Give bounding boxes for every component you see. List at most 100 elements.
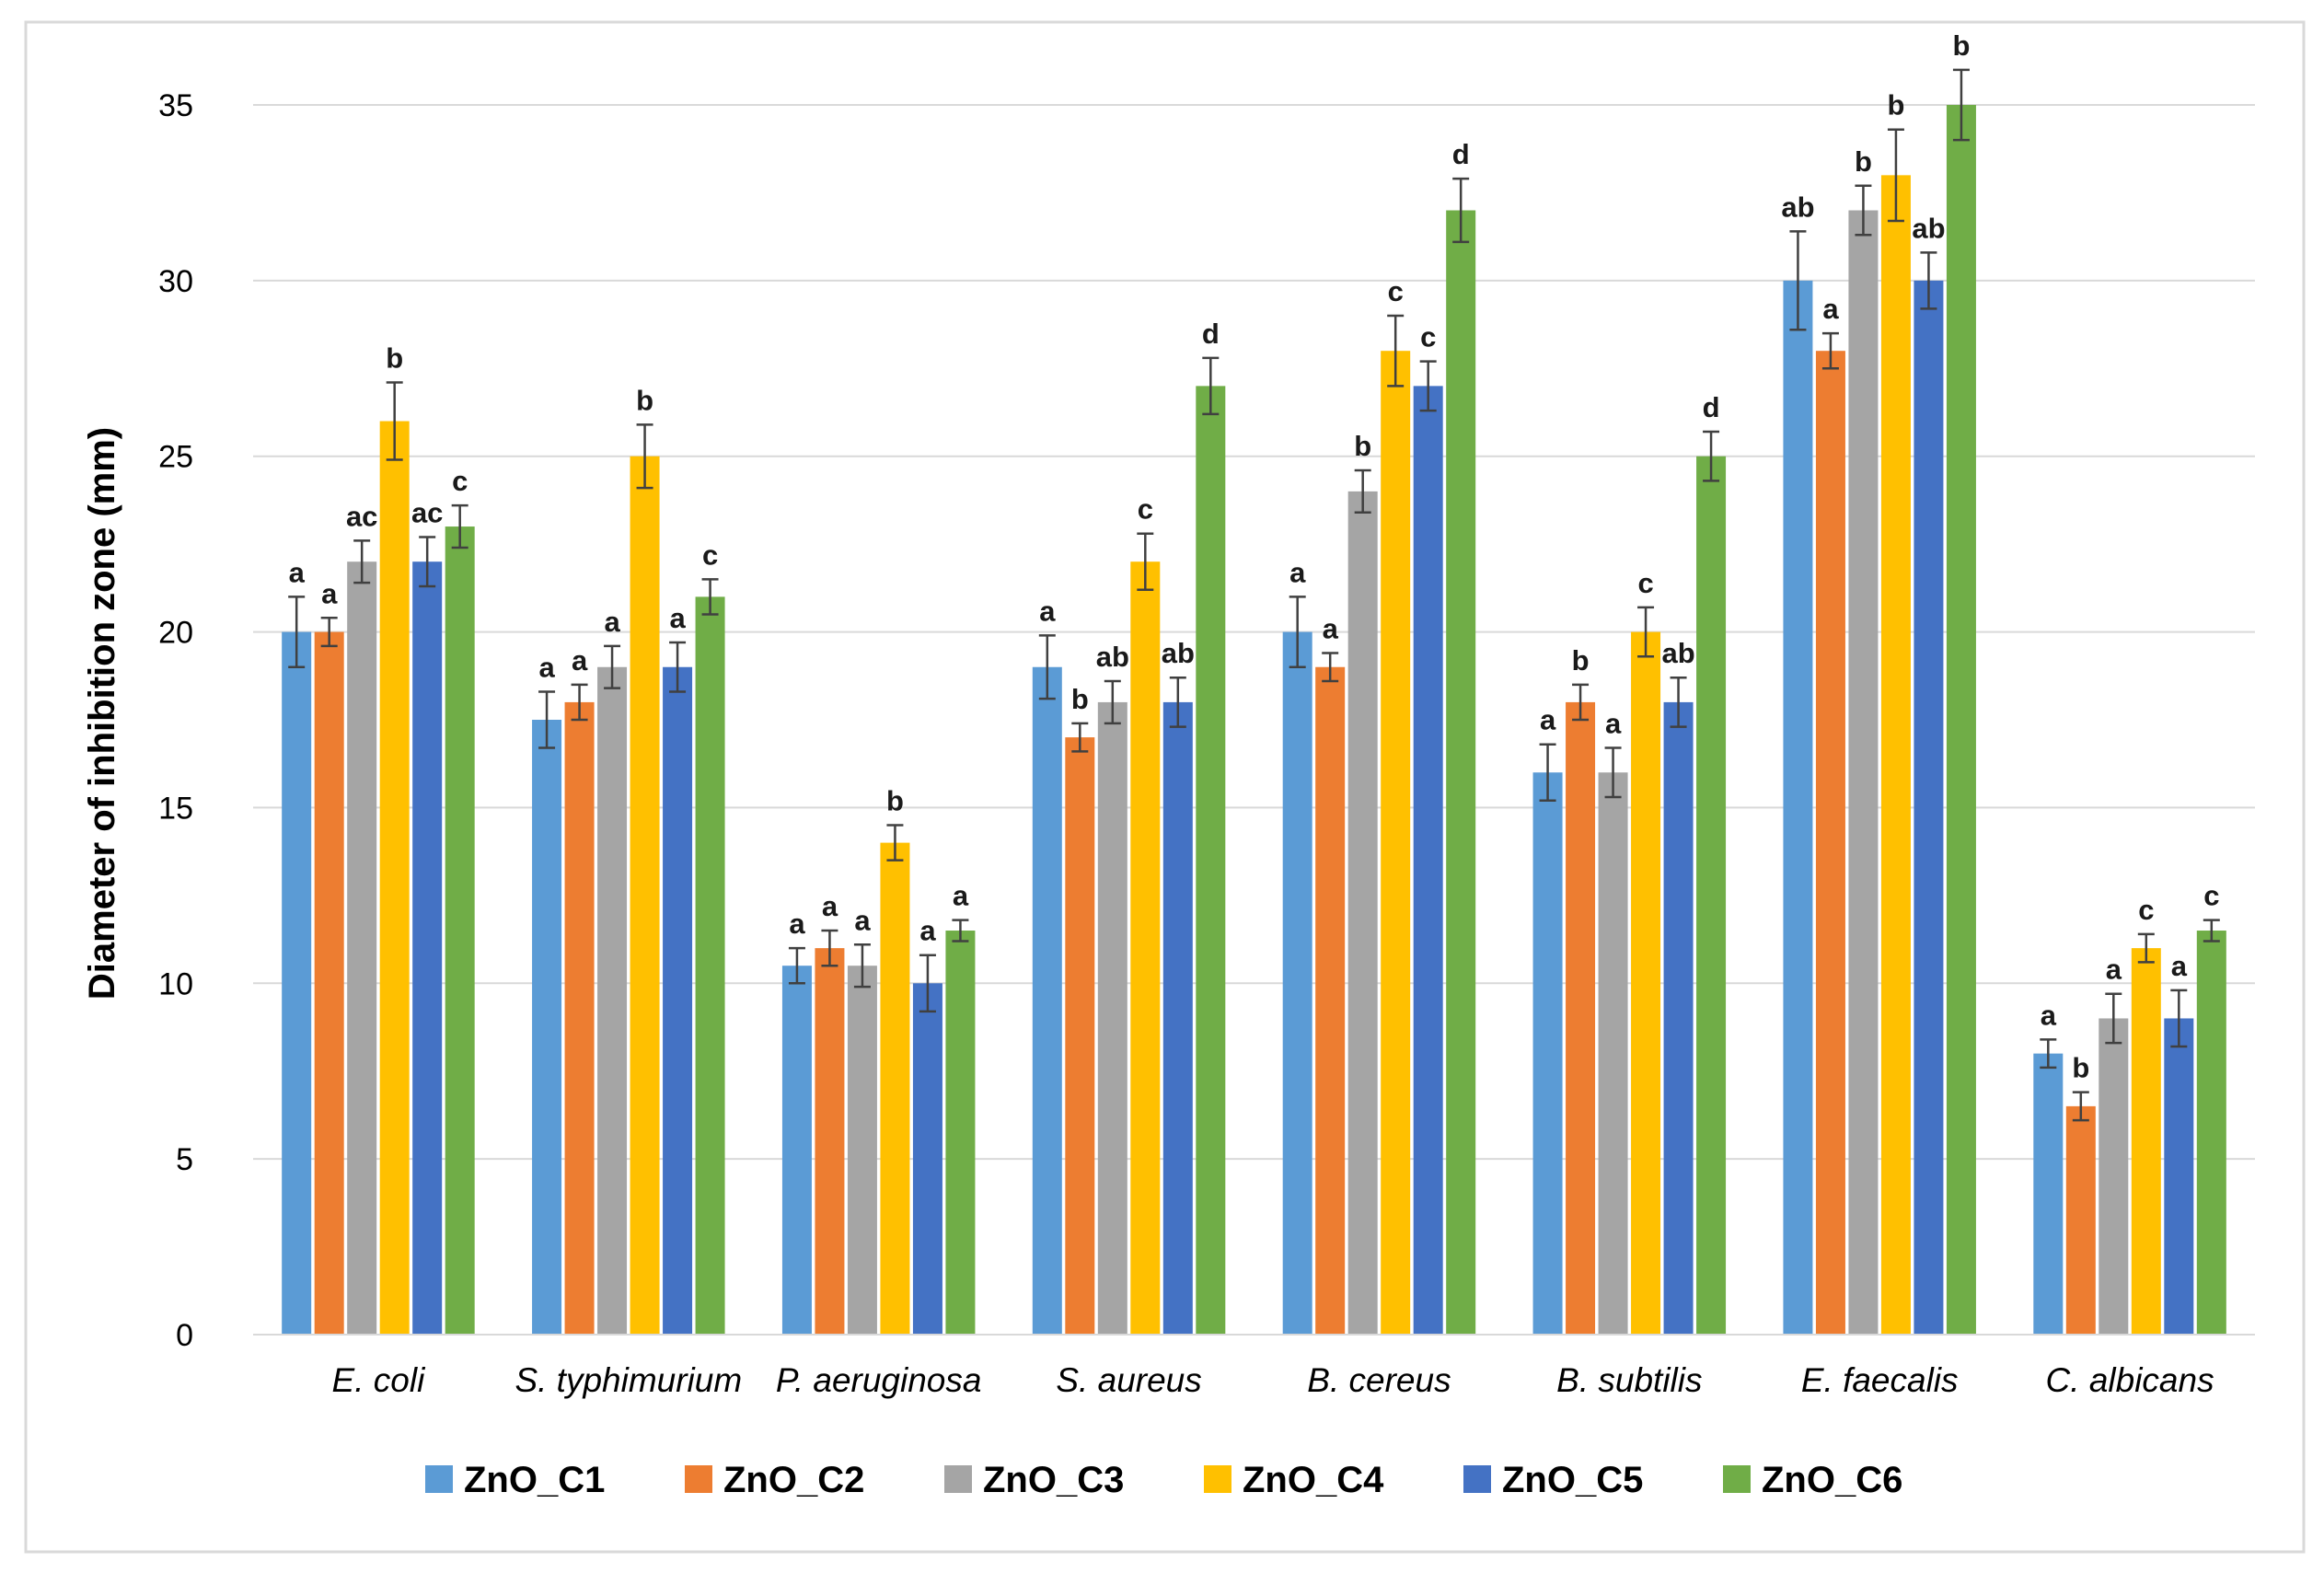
bar xyxy=(781,966,812,1335)
x-category-label: B. cereus xyxy=(1307,1361,1451,1399)
bar xyxy=(314,631,344,1335)
significance-letter: b xyxy=(386,342,403,375)
error-bars xyxy=(288,68,2220,1122)
bar xyxy=(912,983,942,1335)
bar xyxy=(1783,280,1813,1335)
bar xyxy=(1446,210,1476,1335)
bar xyxy=(2099,1018,2129,1335)
x-category-label: E. faecalis xyxy=(1801,1361,1959,1399)
y-tick-label: 15 xyxy=(158,791,193,826)
legend-swatch xyxy=(944,1465,972,1493)
significance-letter: ab xyxy=(1162,637,1195,669)
legend-label: ZnO_C5 xyxy=(1502,1460,1643,1500)
y-tick-label: 20 xyxy=(158,616,193,651)
y-axis-ticks: 0 5 10 15 20 25 30 35 xyxy=(158,88,193,1353)
significance-letter: c xyxy=(2203,880,2219,912)
legend-swatch xyxy=(1723,1465,1751,1493)
significance-letter: b xyxy=(1855,145,1872,178)
y-tick-label: 0 xyxy=(176,1318,193,1353)
significance-letter: c xyxy=(1138,493,1153,526)
bar xyxy=(1315,666,1346,1335)
significance-letter: a xyxy=(789,908,805,940)
significance-letter: ac xyxy=(411,497,443,529)
significance-letter: a xyxy=(1323,612,1339,644)
bar xyxy=(412,561,443,1335)
significance-letter: b xyxy=(636,384,653,416)
y-tick-label: 5 xyxy=(176,1142,193,1177)
bar xyxy=(1162,701,1193,1335)
significance-letter: a xyxy=(604,606,620,638)
legend-swatch xyxy=(685,1465,712,1493)
x-category-label: S. aureus xyxy=(1056,1361,1201,1399)
bar xyxy=(1598,772,1628,1335)
significance-letter: d xyxy=(1202,318,1220,350)
significance-letter: a xyxy=(1822,293,1839,325)
significance-letter: b xyxy=(1572,644,1590,677)
bar xyxy=(1946,105,1976,1335)
significance-letter: b xyxy=(1354,430,1371,462)
bar xyxy=(379,421,410,1335)
significance-letter: b xyxy=(2072,1052,2089,1084)
x-category-label: S. typhimurium xyxy=(515,1361,742,1399)
bar xyxy=(1631,631,1661,1335)
significance-letter: a xyxy=(1289,556,1306,588)
bar xyxy=(1413,386,1443,1335)
bar xyxy=(564,701,595,1335)
significance-letter: ab xyxy=(1096,641,1129,673)
significance-letter: a xyxy=(2041,999,2057,1031)
legend-label: ZnO_C4 xyxy=(1243,1460,1384,1500)
significance-letter: ab xyxy=(1781,191,1814,223)
bar xyxy=(1848,210,1879,1335)
bar xyxy=(445,526,475,1335)
bar xyxy=(2131,948,2161,1335)
bar xyxy=(880,842,910,1335)
significance-letter: b xyxy=(1887,89,1904,121)
bar xyxy=(1381,351,1411,1336)
significance-letter: c xyxy=(452,465,468,497)
bar xyxy=(1880,175,1911,1335)
x-category-label: E. coli xyxy=(332,1361,427,1399)
significance-letter: a xyxy=(572,644,588,677)
bar xyxy=(2065,1105,2096,1335)
x-category-label: B. subtilis xyxy=(1556,1361,1702,1399)
significance-letter: b xyxy=(886,785,904,817)
bar xyxy=(2196,931,2226,1335)
bar xyxy=(1347,491,1378,1335)
significance-letter: ab xyxy=(1912,212,1945,244)
significance-letter: a xyxy=(854,904,871,936)
significance-letter: a xyxy=(2171,950,2188,982)
significance-letter: a xyxy=(1540,704,1556,736)
bar xyxy=(1032,666,1062,1335)
significance-letter: a xyxy=(321,577,338,609)
significance-letter: a xyxy=(1605,708,1622,740)
bar xyxy=(1663,701,1694,1335)
x-axis-categories: E. coli S. typhimurium P. aeruginosa S. aur… xyxy=(332,1361,2214,1399)
significance-letter: d xyxy=(1452,138,1470,170)
significance-letter: a xyxy=(953,880,969,912)
significance-letter: a xyxy=(919,915,936,947)
bar xyxy=(597,666,628,1335)
bar xyxy=(1566,701,1596,1335)
significance-letter: b xyxy=(1952,29,1970,62)
bar xyxy=(1914,280,1944,1335)
bar xyxy=(847,966,877,1335)
bar xyxy=(630,456,660,1335)
legend-label: ZnO_C2 xyxy=(723,1460,864,1500)
y-tick-label: 10 xyxy=(158,966,193,1001)
bar xyxy=(663,666,693,1335)
bar xyxy=(1532,772,1563,1335)
legend-label: ZnO_C1 xyxy=(464,1460,605,1500)
bar xyxy=(1097,701,1127,1335)
significance-letter: c xyxy=(702,538,718,571)
bar xyxy=(347,561,377,1335)
legend-swatch xyxy=(1463,1465,1491,1493)
significance-letter: a xyxy=(822,890,838,922)
bar xyxy=(945,931,976,1335)
significance-letter: c xyxy=(2138,894,2154,926)
bar xyxy=(1196,386,1226,1335)
x-category-label: C. albicans xyxy=(2046,1361,2214,1399)
y-tick-label: 30 xyxy=(158,264,193,299)
legend-swatch xyxy=(425,1465,453,1493)
